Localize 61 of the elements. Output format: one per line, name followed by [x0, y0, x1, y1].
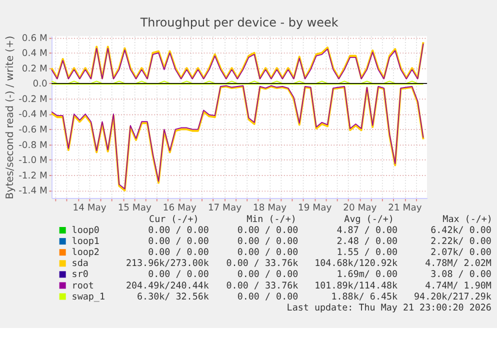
- legend-label: loop0: [72, 225, 100, 236]
- y-tick-label: -1.2 M: [18, 170, 48, 182]
- x-tick-label: 16 May: [162, 202, 198, 214]
- text: 4.74M/ 1.90M: [425, 280, 492, 292]
- x-tick-label: 15 May: [118, 202, 152, 214]
- legend-label: sr0: [72, 269, 88, 280]
- text: 1.88k/ 6.45k: [331, 291, 398, 302]
- text: 2.07k/ 0.00: [430, 247, 492, 258]
- text: 0.00 / 0.00: [148, 236, 209, 248]
- text: 3.08 / 0.00: [430, 269, 492, 280]
- y-tick-label: 0.6 M: [22, 32, 48, 44]
- legend-label: swap_1: [72, 291, 105, 302]
- y-tick-label: -0.8 M: [18, 140, 48, 151]
- text: 0.00 / 0.00: [148, 225, 209, 236]
- text: 6.42k/ 0.00: [430, 225, 492, 236]
- text: Cur (-/+): [149, 214, 199, 225]
- text: 1.69m/ 0.00: [336, 269, 398, 280]
- text: Min (-/+): [246, 214, 296, 225]
- text: 0.00 / 0.00: [148, 269, 209, 280]
- text: Last update: Thu May 21 23:00:20 2026: [286, 302, 492, 314]
- text: 101.89k/114.48k: [314, 280, 398, 292]
- x-tick-label: 17 May: [208, 202, 242, 214]
- text: 0.00 / 0.00: [237, 225, 298, 236]
- x-tick-label: 14 May: [72, 202, 107, 214]
- y-tick-label: 0.4 M: [22, 48, 48, 60]
- text: 213.96k/273.00k: [126, 258, 210, 270]
- text: Avg (-/+): [344, 214, 394, 225]
- text: 0.00 / 0.00: [237, 269, 298, 280]
- text: 4.78M/ 2.02M: [425, 258, 492, 270]
- text: 0.00 / 0.00: [237, 247, 298, 258]
- x-tick-label: 20 May: [343, 202, 378, 214]
- text: 4.87 / 0.00: [336, 225, 398, 236]
- y-tick-label: -0.2 M: [18, 94, 48, 105]
- y-tick-label: -0.4 M: [18, 109, 48, 120]
- text: 0.00 / 0.00: [148, 247, 209, 258]
- y-tick-label: -0.6 M: [18, 124, 48, 136]
- text: 0.00 / 33.76k: [226, 258, 299, 270]
- legend-label: loop1: [72, 236, 100, 248]
- text: 2.48 / 0.00: [336, 236, 398, 248]
- chart-title: Throughput per device - by week: [139, 16, 338, 30]
- text: 6.30k/ 32.56k: [137, 291, 210, 302]
- legend-label: sda: [72, 258, 88, 270]
- y-tick-label: 0.2 M: [22, 63, 48, 74]
- text: 0.00 / 0.00: [237, 236, 298, 248]
- x-tick-label: 21 May: [388, 202, 422, 214]
- text: 2.22k/ 0.00: [430, 236, 492, 248]
- legend-label: loop2: [72, 247, 100, 258]
- text: 204.49k/240.44k: [126, 280, 210, 292]
- text: Max (-/+): [442, 214, 492, 225]
- y-tick-label: -1.0 M: [18, 155, 48, 166]
- text: 104.68k/120.92k: [314, 258, 398, 270]
- legend-label: root: [72, 280, 94, 292]
- text: 1.55 / 0.00: [336, 247, 398, 258]
- x-tick-label: 19 May: [298, 202, 332, 214]
- y-tick-label: -1.4 M: [18, 186, 48, 197]
- text: 0.00 / 0.00: [237, 291, 298, 302]
- text: 94.20k/217.29k: [414, 291, 492, 302]
- x-tick-label: 18 May: [252, 202, 288, 214]
- y-axis-title: Bytes/second read (-) / write (+): [5, 36, 16, 200]
- y-tick-label: 0.0: [32, 78, 48, 90]
- text: 0.00 / 33.76k: [226, 280, 299, 292]
